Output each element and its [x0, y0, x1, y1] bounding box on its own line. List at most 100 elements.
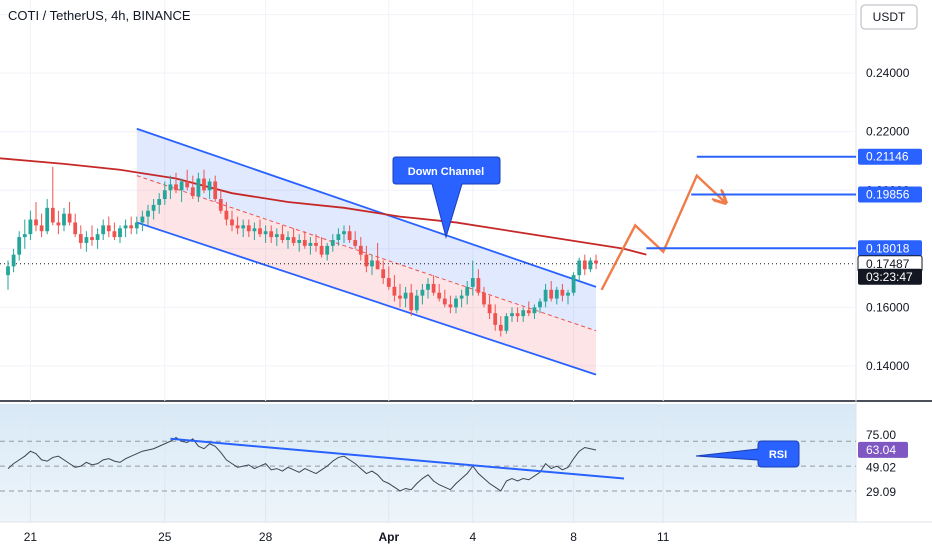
- candle-body: [106, 225, 111, 232]
- currency-button-label: USDT: [873, 10, 906, 24]
- candle-body: [50, 207, 55, 223]
- candle-body: [521, 310, 526, 317]
- y-tick-label: 0.16000: [866, 300, 910, 314]
- projection-path[interactable]: [600, 173, 725, 291]
- rsi-y-tick-label: 49.02: [866, 460, 896, 474]
- candle-body: [112, 231, 117, 238]
- candles: [6, 166, 598, 337]
- price-label-box: [858, 186, 922, 203]
- rsi-y-tick-label: 75.00: [866, 428, 896, 442]
- candle-body: [532, 307, 537, 314]
- candle-body: [62, 213, 66, 226]
- candle-body: [470, 278, 475, 287]
- candle-body: [504, 316, 509, 331]
- candle-body: [454, 298, 458, 308]
- candle-body: [162, 190, 167, 200]
- candle-body: [571, 275, 576, 293]
- price-label-text: 0.18018: [866, 241, 910, 255]
- candle-body: [174, 184, 178, 191]
- candle-body: [73, 222, 78, 235]
- candle-body: [375, 260, 380, 270]
- candle-body: [465, 286, 470, 296]
- candle-body: [437, 292, 442, 299]
- candle-body: [554, 289, 559, 299]
- price-label-text: 0.19856: [866, 187, 910, 201]
- candle-body: [11, 254, 16, 267]
- down-channel-callout[interactable]: Down Channel: [392, 156, 501, 239]
- candle-body: [218, 199, 223, 211]
- projection-line: [600, 173, 725, 291]
- candle-body: [403, 292, 408, 299]
- candle-body: [280, 234, 285, 241]
- candle-body: [179, 181, 184, 191]
- candle-body: [246, 225, 251, 232]
- candle-body: [22, 234, 27, 238]
- rsi-indicator: [0, 436, 856, 492]
- candle-body: [431, 283, 436, 293]
- candle-body: [381, 269, 386, 279]
- candle-body: [330, 240, 335, 246]
- y-tick-label: 0.22000: [866, 125, 910, 139]
- candle-body: [314, 242, 318, 246]
- candle-body: [241, 225, 246, 229]
- candle-body: [157, 199, 162, 205]
- candle-body: [185, 181, 190, 188]
- rsi-pane-background: [0, 404, 856, 522]
- candle-body: [582, 260, 587, 270]
- candle-body: [90, 237, 94, 241]
- price-label-box: [858, 268, 922, 285]
- x-tick-label: 25: [158, 530, 172, 544]
- candle-body: [358, 245, 363, 255]
- channel-upper-line: [136, 127, 597, 288]
- candle-body: [95, 234, 100, 241]
- rsi-callout[interactable]: RSI: [695, 440, 800, 468]
- candle-body: [482, 292, 486, 305]
- candle-body: [34, 219, 38, 226]
- candle-body: [202, 178, 206, 191]
- down-channel[interactable]: [136, 127, 597, 376]
- candle-body: [230, 219, 234, 226]
- candle-body: [263, 231, 268, 235]
- candle-body: [84, 237, 89, 243]
- candle-body: [140, 216, 145, 223]
- candle-body: [515, 313, 520, 317]
- channel-upper-fill: [136, 128, 597, 331]
- target-lines[interactable]: [646, 155, 856, 250]
- currency-button[interactable]: USDT: [860, 4, 918, 30]
- candle-body: [319, 245, 324, 255]
- candle-body: [168, 184, 173, 191]
- candle-body: [101, 225, 106, 235]
- candle-body: [207, 181, 212, 191]
- candle-body: [526, 310, 531, 314]
- candle-body: [364, 254, 369, 267]
- candle-body: [493, 313, 498, 325]
- price-label-text: 0.17487: [866, 257, 910, 271]
- rsi-value-text: 63.04: [866, 443, 896, 457]
- candle-body: [17, 237, 22, 255]
- candle-body: [549, 289, 554, 299]
- candle-body: [39, 225, 44, 232]
- candle-body: [274, 234, 279, 238]
- candle-body: [370, 260, 374, 267]
- candle-body: [538, 301, 542, 308]
- x-tick-label: 11: [657, 530, 670, 544]
- candle-body: [269, 231, 274, 238]
- candle-body: [123, 225, 128, 229]
- chart-title: COTI / TetherUS, 4h, BINANCE: [8, 8, 191, 23]
- y-tick-label: 0.14000: [866, 359, 910, 373]
- candle-body: [28, 219, 33, 235]
- candle-body: [498, 324, 503, 331]
- candle-body: [353, 240, 358, 246]
- candle-body: [134, 222, 139, 229]
- rsi-line: [7, 436, 597, 492]
- candle-body: [258, 228, 262, 235]
- channel-lower-fill: [136, 175, 597, 375]
- candle-body: [510, 313, 514, 317]
- candle-body: [409, 292, 414, 311]
- candle-body: [487, 304, 492, 314]
- candle-body: [224, 210, 229, 220]
- candle-body: [588, 260, 593, 270]
- candle-body: [78, 234, 83, 243]
- candle-body: [308, 242, 313, 246]
